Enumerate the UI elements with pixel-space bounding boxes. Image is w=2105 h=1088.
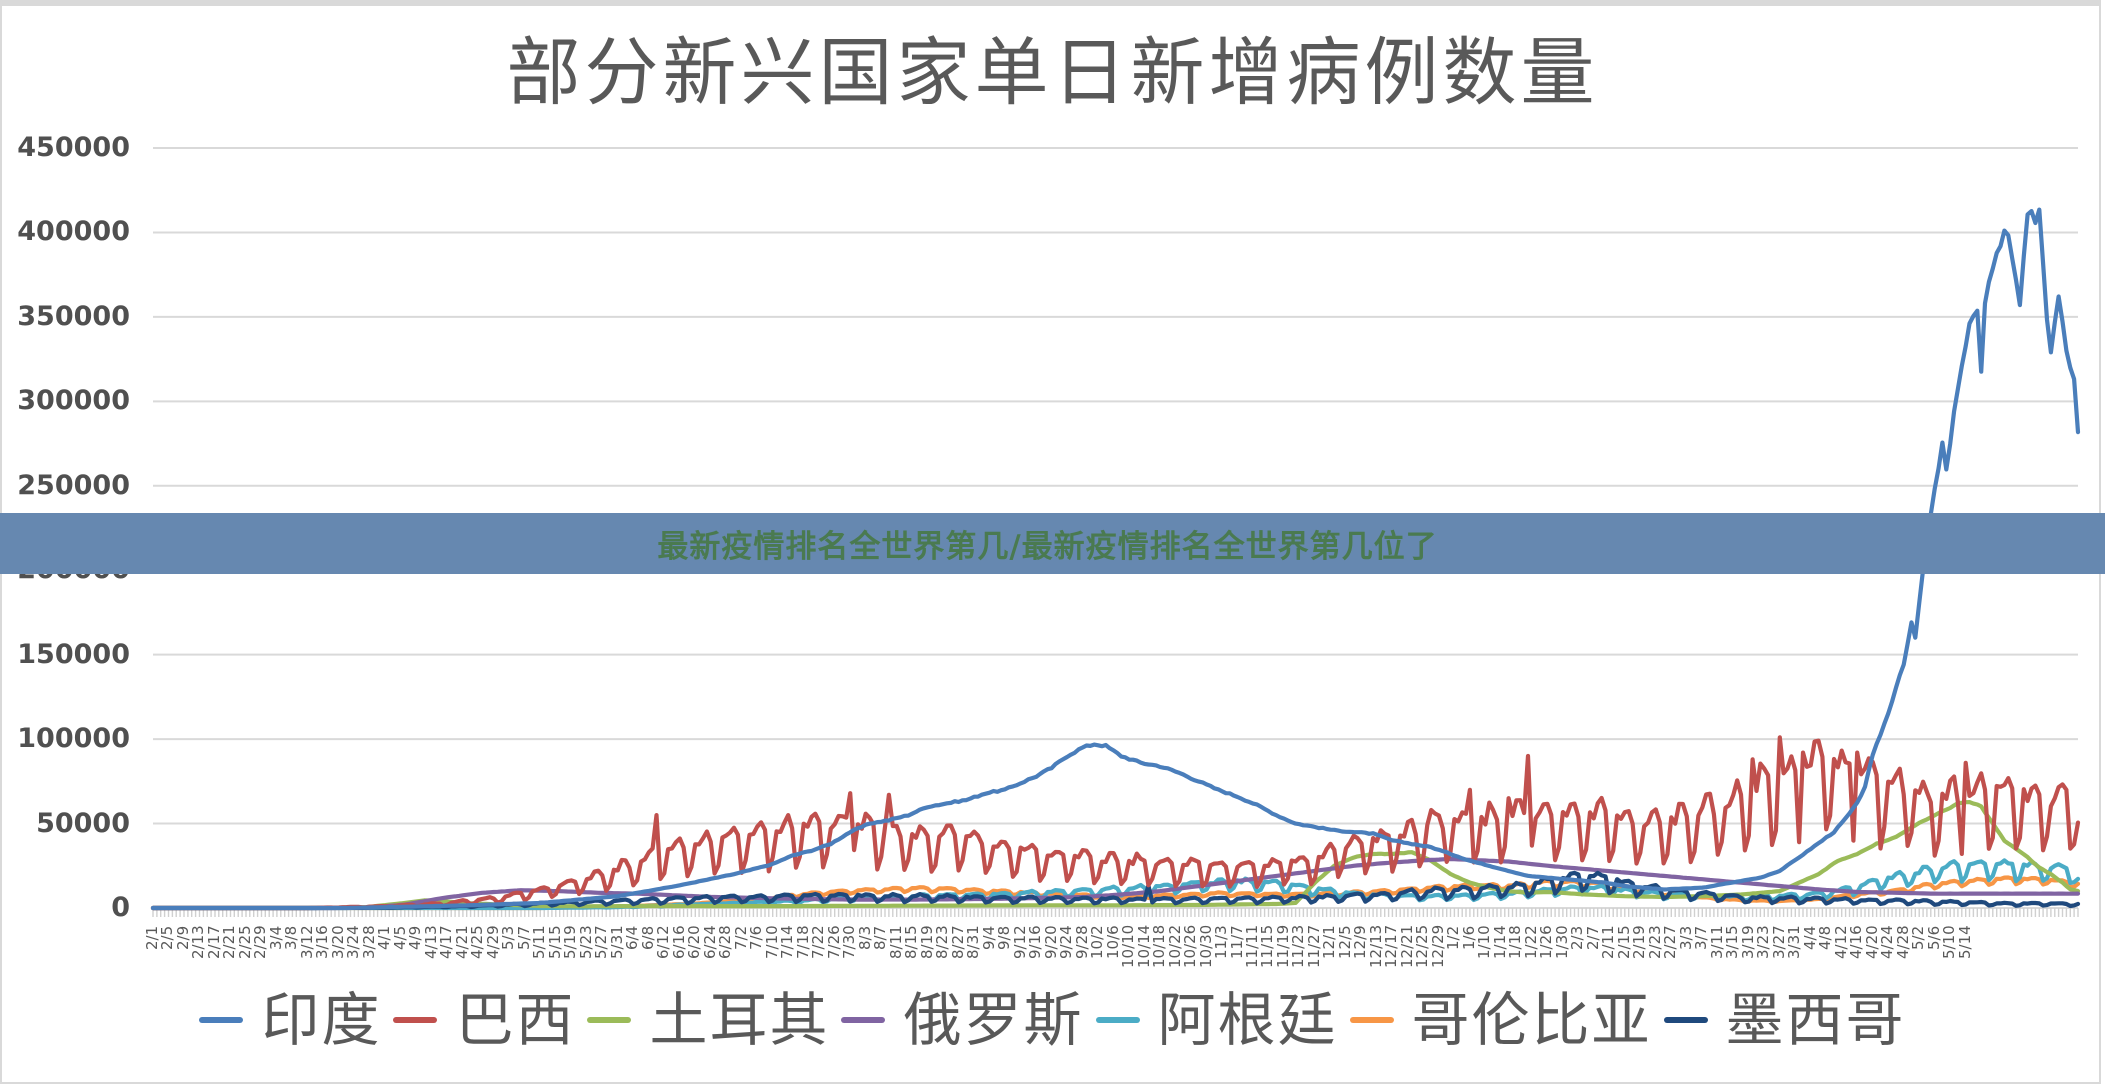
legend-label: 印度: [261, 986, 382, 1054]
legend-label: 土耳其: [649, 986, 830, 1054]
y-tick-label: 50000: [36, 807, 130, 839]
y-tick-label: 0: [111, 892, 130, 923]
series-line-0: [150, 207, 2081, 911]
banner-text: 最新疫情排名全世界第几/最新疫情排名全世界第几位了: [657, 529, 1438, 565]
legend-line-icon: [1095, 1017, 1140, 1023]
legend-line-icon: [199, 1017, 244, 1023]
y-tick-label: 400000: [17, 216, 130, 248]
y-tick-label: 300000: [17, 385, 130, 417]
chart-legend: 印度 巴西 土耳其 俄罗斯 阿根廷 哥伦比亚 墨西哥: [0, 985, 2105, 1055]
overlay-banner: 最新疫情排名全世界第几/最新疫情排名全世界第几位了: [0, 513, 2105, 574]
gridlines: [153, 147, 2078, 825]
legend-line-icon: [841, 1017, 886, 1023]
y-tick-label: 350000: [17, 300, 130, 332]
legend-item: 哥伦比亚: [1349, 985, 1652, 1055]
legend-item: 巴西: [393, 985, 575, 1055]
legend-line-icon: [1663, 1017, 1708, 1023]
legend-item: 俄罗斯: [841, 985, 1083, 1055]
legend-item: 土耳其: [587, 985, 829, 1055]
legend-label: 墨西哥: [1725, 986, 1906, 1054]
chart-title: 部分新兴国家单日新增病例数量: [506, 30, 1599, 116]
legend-label: 俄罗斯: [903, 986, 1084, 1054]
y-tick-label: 150000: [17, 638, 130, 670]
legend-label: 阿根廷: [1157, 986, 1338, 1054]
legend-label: 哥伦比亚: [1411, 986, 1652, 1054]
legend-line-icon: [393, 1017, 438, 1023]
legend-item: 印度: [199, 985, 381, 1055]
y-tick-label: 450000: [17, 132, 130, 163]
legend-item: 阿根廷: [1095, 985, 1338, 1055]
legend-label: 巴西: [455, 986, 576, 1054]
legend-line-icon: [587, 1017, 632, 1023]
series-lines: [150, 207, 2081, 911]
legend-line-icon: [1349, 1017, 1394, 1023]
y-tick-label: 100000: [17, 723, 130, 755]
y-tick-label: 250000: [17, 469, 130, 501]
legend-item: 墨西哥: [1663, 985, 1906, 1055]
series-line-3: [150, 856, 2081, 911]
